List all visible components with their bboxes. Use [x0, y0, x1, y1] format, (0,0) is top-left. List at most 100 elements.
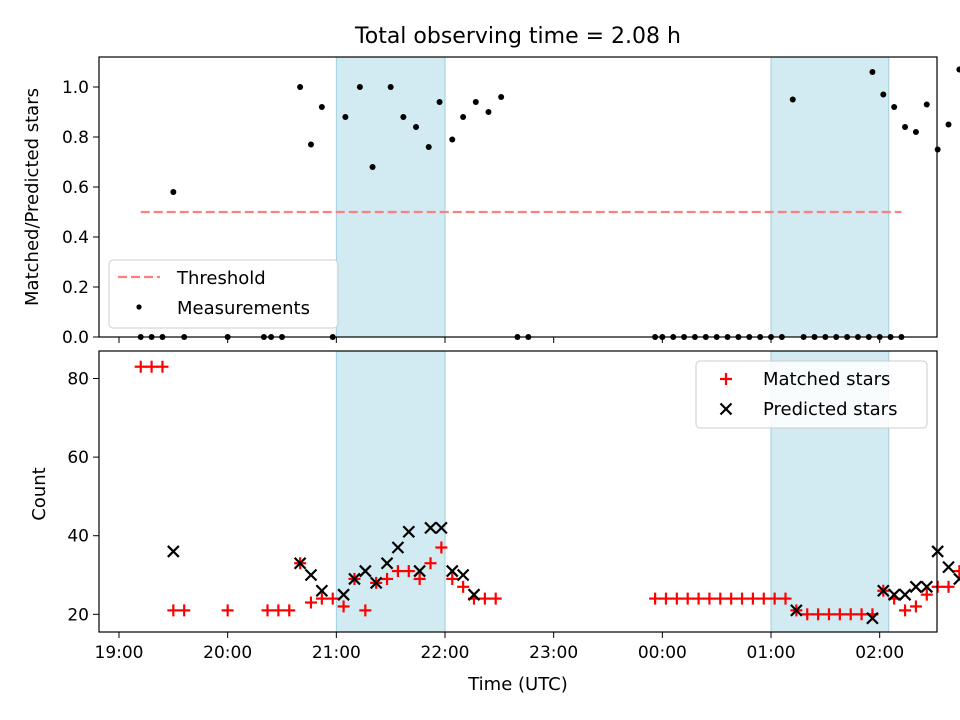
predicted-point-19: [877, 584, 890, 598]
measurement-point-22: [460, 114, 467, 120]
predicted-point-5: [348, 572, 361, 586]
matched-point-46: [844, 608, 857, 621]
measurement-point-13: [342, 114, 349, 120]
predicted-point-1: [293, 556, 307, 570]
matched-point-29: [659, 592, 672, 605]
measurement-point-58: [934, 146, 941, 153]
x-tick-label-2: 21:00: [312, 643, 361, 663]
matched-point-34: [714, 592, 727, 605]
predicted-point-9: [391, 541, 405, 554]
matched-point-44: [822, 608, 835, 621]
x-axis-label: Time (UTC): [467, 674, 568, 695]
predicted-point-22-b: [909, 580, 923, 594]
matched-point-47: [855, 608, 868, 621]
matched-point-6: [261, 604, 274, 617]
measurement-point-25: [498, 94, 505, 100]
predicted-point-20-b: [887, 588, 901, 601]
measurements-legend-label: Measurements: [177, 298, 310, 319]
ratio-x-ticks: [118, 337, 881, 343]
count-x-ticks: 19:00 20:00 21:00 22:00 23:00 00:00 01:00 02:00: [95, 632, 904, 663]
predicted-legend-label: Predicted stars: [763, 399, 897, 420]
measurement-point-20: [436, 99, 443, 105]
ratio-panel: 0.0 0.2 0.4 0.6 0.8 1.0 Matched/Predicted sta…: [22, 56, 960, 348]
predicted-point-10-b: [402, 525, 416, 539]
matched-point-11: [315, 592, 328, 605]
matched-point-23: [446, 572, 459, 585]
predicted-point-18: [866, 611, 879, 625]
predicted-point-24-b: [931, 545, 944, 558]
measurement-point-55: [902, 124, 909, 130]
matched-legend-marker: [720, 373, 732, 385]
predicted-point-13-b: [435, 521, 448, 535]
predicted-point-0: [167, 545, 180, 558]
predicted-point-3: [315, 584, 329, 598]
predicted-point-4-b: [337, 588, 350, 601]
predicted-point-12: [424, 521, 437, 535]
matched-point-55: [942, 580, 955, 593]
predicted-point-17: [790, 604, 803, 617]
count-legend: Matched stars Predicted stars: [695, 360, 928, 429]
matched-point-4: [178, 604, 191, 617]
predicted-point-6-b: [359, 564, 372, 578]
matched-point-7: [272, 604, 285, 617]
predicted-point-17-b: [790, 604, 803, 617]
predicted-legend-marker-b: [719, 402, 733, 416]
predicted-point-21: [898, 588, 912, 601]
matched-point-35: [725, 592, 738, 605]
measurement-point-9: [297, 84, 304, 90]
measurement-point-16: [387, 84, 394, 90]
measurement-point-24: [485, 109, 492, 115]
matched-point-42: [801, 608, 814, 621]
predicted-point-3-b: [315, 584, 329, 598]
predicted-point-5-b: [348, 572, 361, 586]
matched-point-54: [931, 580, 944, 593]
predicted-point-9-b: [391, 541, 405, 554]
predicted-point-19-b: [877, 584, 890, 598]
predicted-point-12-b: [424, 521, 437, 535]
predicted-point-11: [413, 564, 426, 578]
matched-point-32: [692, 592, 705, 605]
matched-point-38: [757, 592, 770, 605]
predicted-point-25: [942, 560, 955, 574]
predicted-point-13: [435, 521, 448, 535]
y-tick-label-2: 0.4: [62, 228, 89, 248]
predicted-point-23: [920, 580, 934, 594]
matched-point-13: [337, 600, 350, 613]
matched-point-28: [649, 592, 662, 605]
predicted-point-6: [359, 564, 372, 578]
matched-point-53: [920, 588, 933, 601]
predicted-point-16: [467, 588, 481, 601]
predicted-point-15: [456, 568, 470, 582]
count-y-axis-label: Count: [29, 467, 50, 520]
ratio-y-ticks: 0.0 0.2 0.4 0.6 0.8 1.0: [62, 78, 99, 348]
predicted-legend-marker: [719, 402, 733, 416]
ratio-shaded-intervals: [335, 57, 890, 337]
y-tick-label-0: 0.0: [62, 328, 89, 348]
matched-point-31: [681, 592, 694, 605]
predicted-point-11-b: [413, 564, 426, 578]
predicted-point-7: [369, 576, 383, 590]
x-tick-label-6: 01:00: [747, 643, 796, 663]
predicted-point-7-b: [369, 576, 383, 590]
predicted-point-10: [402, 525, 416, 539]
series-predicted-stars: [167, 521, 960, 625]
predicted-point-0-b: [167, 545, 180, 558]
predicted-point-8-b: [380, 556, 394, 570]
matched-point-43: [812, 608, 825, 621]
y-tick-label-1: 0.2: [62, 278, 89, 298]
ratio-y-axis-label: Matched/Predicted stars: [22, 88, 43, 306]
count-panel: 20 40 60 80 19:00 20:00 21:00 22:00 23:00 00:00 0…: [29, 350, 960, 695]
predicted-point-23-b: [920, 580, 934, 594]
x-tick-label-3: 22:00: [421, 643, 470, 663]
predicted-point-26-b: [953, 576, 960, 586]
predicted-point-20: [887, 588, 901, 601]
y-tick-label-3: 0.6: [62, 178, 89, 198]
count-data: [134, 360, 960, 625]
predicted-point-24: [931, 545, 944, 558]
predicted-point-21-b: [898, 588, 912, 601]
matched-point-22: [435, 541, 448, 554]
matched-point-0: [134, 360, 147, 373]
predicted-point-15-b: [456, 568, 470, 582]
shaded-interval-0: [336, 351, 446, 632]
